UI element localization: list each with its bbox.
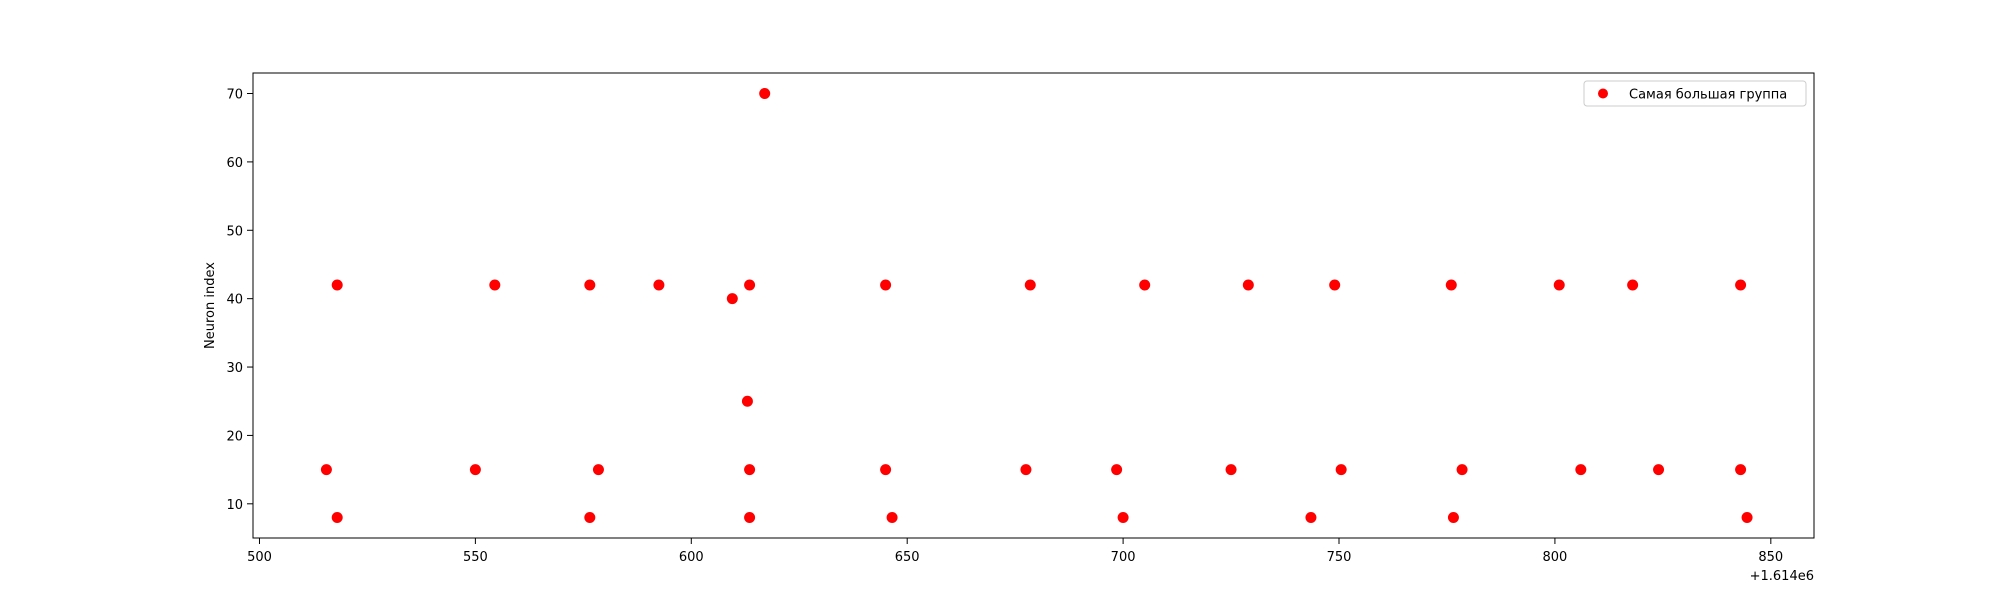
legend: Самая большая группа <box>1584 81 1806 106</box>
data-point <box>742 396 753 407</box>
data-point <box>887 512 898 523</box>
data-point <box>759 88 770 99</box>
x-tick-label: 650 <box>895 550 920 565</box>
data-point <box>1139 279 1150 290</box>
y-tick-label: 50 <box>226 224 243 239</box>
x-axis-offset-label: +1.614e6 <box>1750 569 1814 584</box>
data-point <box>1025 279 1036 290</box>
data-point <box>880 464 891 475</box>
y-tick-label: 70 <box>226 88 243 103</box>
data-point <box>1735 464 1746 475</box>
x-tick-label: 600 <box>679 550 704 565</box>
y-tick-label: 20 <box>226 429 243 444</box>
x-tick-label: 550 <box>463 550 488 565</box>
data-point <box>880 279 891 290</box>
x-tick-label: 700 <box>1111 550 1136 565</box>
y-tick-label: 30 <box>226 361 243 376</box>
data-point <box>1735 279 1746 290</box>
data-point <box>1020 464 1031 475</box>
data-point <box>1457 464 1468 475</box>
data-point <box>489 279 500 290</box>
data-point <box>653 279 664 290</box>
legend-entry-label: Самая большая группа <box>1629 88 1787 103</box>
data-point <box>1742 512 1753 523</box>
data-point <box>1627 279 1638 290</box>
data-point <box>321 464 332 475</box>
data-point <box>584 512 595 523</box>
data-point <box>1305 512 1316 523</box>
y-axis-label: Neuron index <box>203 262 218 349</box>
x-tick-label: 750 <box>1327 550 1352 565</box>
legend-marker <box>1598 89 1608 99</box>
y-tick-label: 10 <box>226 498 243 513</box>
data-point <box>744 512 755 523</box>
data-point <box>470 464 481 475</box>
data-point <box>332 512 343 523</box>
data-point <box>593 464 604 475</box>
x-tick-label: 500 <box>247 550 272 565</box>
data-point <box>584 279 595 290</box>
data-point <box>1446 279 1457 290</box>
data-point <box>1226 464 1237 475</box>
data-point <box>1243 279 1254 290</box>
data-point <box>1653 464 1664 475</box>
data-point <box>1448 512 1459 523</box>
y-tick-label: 40 <box>226 293 243 308</box>
data-point <box>744 464 755 475</box>
y-tick-label: 60 <box>226 156 243 171</box>
data-point <box>1336 464 1347 475</box>
data-point <box>1118 512 1129 523</box>
data-point <box>1575 464 1586 475</box>
x-tick-label: 800 <box>1542 550 1567 565</box>
x-tick-label: 850 <box>1758 550 1783 565</box>
data-point <box>744 279 755 290</box>
data-point <box>1111 464 1122 475</box>
data-point <box>332 279 343 290</box>
data-point <box>1554 279 1565 290</box>
data-point <box>727 293 738 304</box>
data-point <box>1329 279 1340 290</box>
